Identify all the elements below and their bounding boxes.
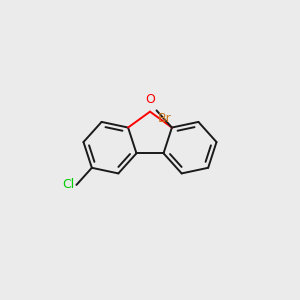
Text: Br: Br	[158, 112, 171, 125]
Text: Cl: Cl	[62, 178, 75, 191]
Text: O: O	[145, 93, 155, 106]
